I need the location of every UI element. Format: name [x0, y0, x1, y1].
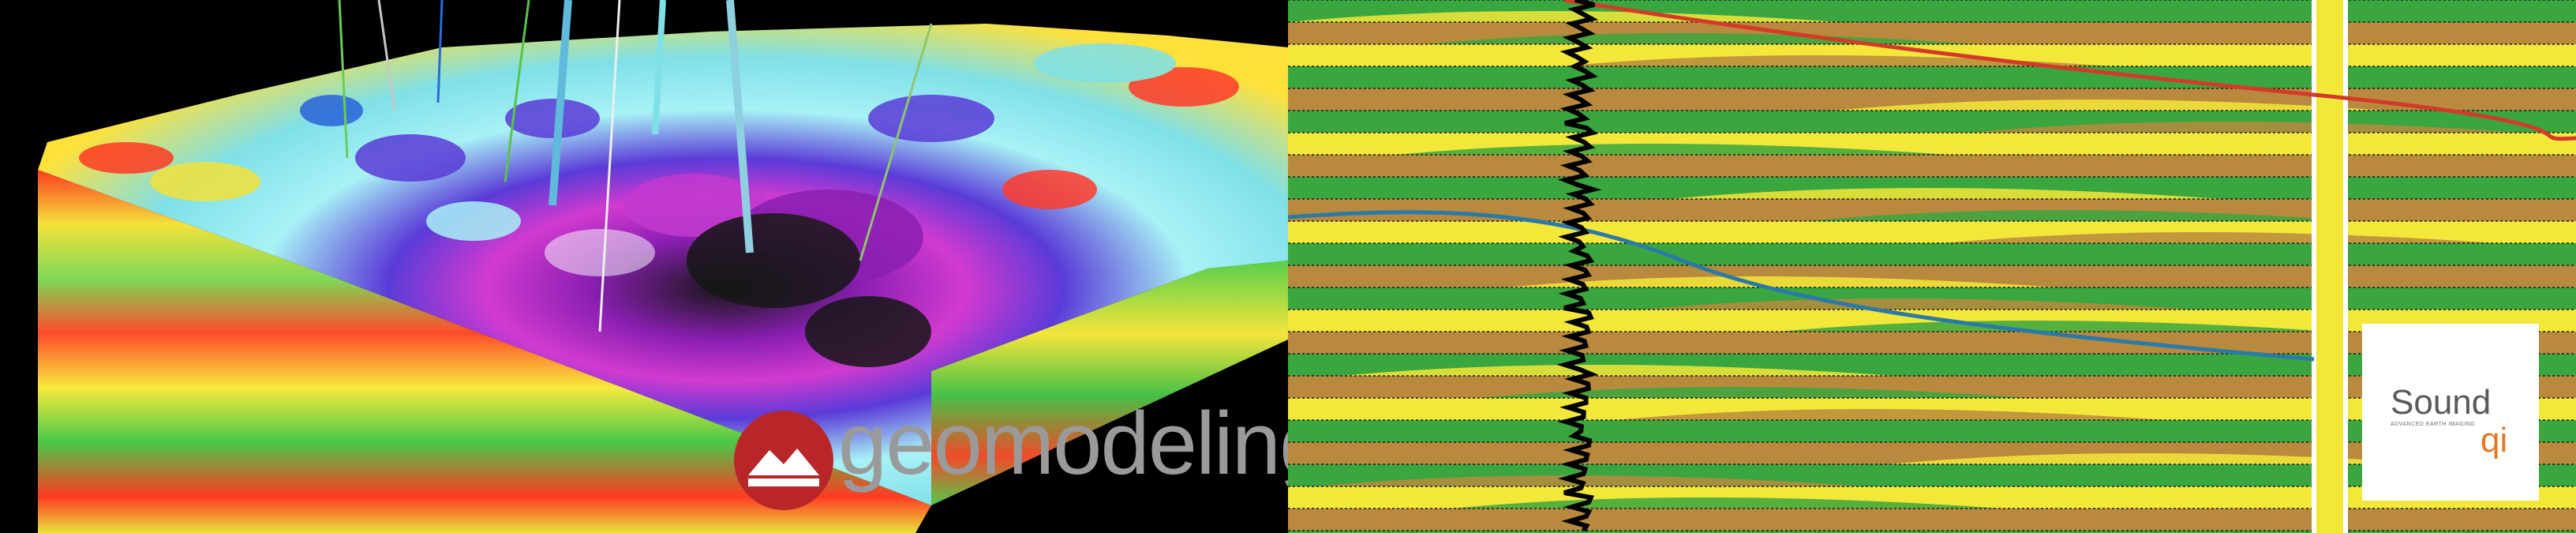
strata-lens — [1779, 321, 2331, 332]
strata-lens — [1698, 77, 2250, 88]
mountain-logo-icon — [734, 411, 833, 510]
strata-lens — [1369, 254, 1922, 265]
strata-lens — [1478, 387, 2031, 398]
well-log-curve — [1556, 0, 1602, 532]
strata-lens — [1314, 475, 1866, 486]
strata-lens — [1561, 55, 2114, 66]
soundqi-title: Sound — [2391, 383, 2492, 422]
seismic-3d-view: geomodeling — [38, 0, 1288, 533]
volume-right-face — [931, 261, 1288, 505]
volume-front-face — [38, 170, 931, 533]
strata-lens — [1971, 122, 2523, 133]
volume-top-face — [38, 24, 1288, 505]
well-track — [2314, 0, 2346, 533]
strata-lens — [1615, 409, 2167, 420]
strata-lens — [1751, 431, 2304, 442]
strata-lens — [1807, 210, 2359, 221]
blue-horizon-curve — [1288, 210, 2315, 362]
well-correlation-view — [1288, 0, 2576, 533]
strata-lens — [1943, 232, 2496, 243]
seismic-volume-graphic — [38, 0, 1288, 533]
strata-lens — [1587, 520, 2140, 531]
strata-lens — [1642, 298, 2195, 310]
soundqi-logo: Sound ADVANCED EARTH IMAGING qi — [2362, 324, 2539, 501]
strata-lens — [1397, 144, 1949, 155]
strata-lens — [1342, 365, 1894, 376]
geomodeling-wordmark: geomodeling — [838, 394, 1288, 493]
strata-lens — [1834, 99, 2387, 111]
soundqi-suffix: qi — [2481, 421, 2508, 460]
strata-lens — [1506, 276, 2058, 287]
stratigraphy-graphic — [1288, 0, 2576, 533]
strata-lens — [1670, 188, 2222, 199]
red-horizon-curve — [1563, 0, 2576, 141]
strata-lens — [1533, 166, 2086, 177]
strata-band — [1288, 531, 2576, 533]
strata-lens — [1888, 453, 2440, 464]
soundqi-tagline: ADVANCED EARTH IMAGING — [2391, 422, 2476, 427]
